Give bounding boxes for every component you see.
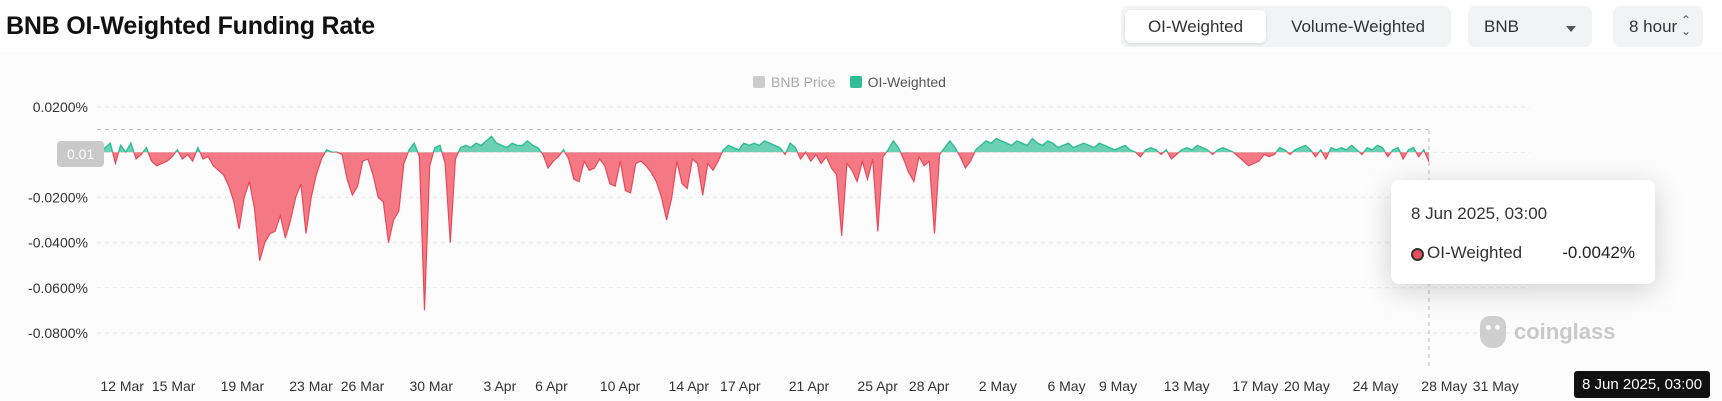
x-tick-label: 19 Mar xyxy=(221,378,265,394)
x-tick-label: 17 May xyxy=(1232,378,1278,394)
y-tick-label: -0.0600% xyxy=(28,280,88,296)
tooltip-date: 8 Jun 2025, 03:00 xyxy=(1411,204,1548,223)
oi-weighted-series xyxy=(99,135,1430,311)
crosshair-x-label: 8 Jun 2025, 03:00 xyxy=(1574,371,1711,398)
x-tick-label: 24 May xyxy=(1353,378,1399,394)
x-axis: 12 Mar 15 Mar 19 Mar 23 Mar 26 Mar 30 Mar 3 Ap… xyxy=(100,378,1518,394)
x-tick-label: 17 Apr xyxy=(720,378,761,394)
legend-swatch-bnb-price xyxy=(753,76,765,88)
x-tick-label: 9 May xyxy=(1099,378,1137,394)
legend-label-oi-weighted: OI-Weighted xyxy=(867,74,946,90)
legend-swatch-oi-weighted xyxy=(849,76,862,88)
coinglass-logo-icon xyxy=(1480,316,1506,348)
weighting-toggle: OI-Weighted Volume-Weighted xyxy=(1121,6,1451,47)
x-tick-label: 25 Apr xyxy=(857,378,898,394)
x-tick-label: 21 Apr xyxy=(789,378,830,394)
page-title: BNB OI-Weighted Funding Rate xyxy=(6,12,375,40)
x-tick-label: 31 May xyxy=(1473,378,1519,394)
y-tick-label: -0.0800% xyxy=(28,325,88,341)
chart-tooltip: 8 Jun 2025, 03:00 OI-Weighted -0.0042% xyxy=(1391,180,1655,284)
positive-line xyxy=(99,135,1426,153)
y-axis: 0.0200%0%-0.0200%-0.0400%-0.0600%-0.0800… xyxy=(28,99,88,341)
x-tick-label: 30 Mar xyxy=(409,378,453,394)
oi-weighted-tab[interactable]: OI-Weighted xyxy=(1125,10,1266,43)
x-tick-label: 10 Apr xyxy=(600,378,641,394)
x-tick-label: 3 Apr xyxy=(484,378,517,394)
x-tick-label: 23 Mar xyxy=(289,378,333,394)
coin-select[interactable]: BNB xyxy=(1468,6,1592,47)
x-tick-label: 6 May xyxy=(1047,378,1085,394)
up-down-chevron-icon: ⌃ ⌄ xyxy=(1680,13,1691,38)
series-dot-icon xyxy=(1411,248,1424,261)
x-tick-label: 28 Apr xyxy=(909,378,950,394)
x-tick-label: 15 Mar xyxy=(152,378,196,394)
x-tick-label: 2 May xyxy=(979,378,1017,394)
tooltip-series-name: OI-Weighted xyxy=(1427,243,1523,262)
tooltip-value: -0.0042% xyxy=(1562,243,1635,262)
positive-area xyxy=(100,136,1425,153)
coinglass-watermark: coinglass xyxy=(1480,316,1615,348)
watermark-text: coinglass xyxy=(1514,319,1616,344)
x-tick-label: 26 Mar xyxy=(341,378,385,394)
negative-area xyxy=(100,152,1429,311)
volume-weighted-tab[interactable]: Volume-Weighted xyxy=(1291,17,1425,36)
coin-select-value: BNB xyxy=(1484,17,1519,36)
interval-select[interactable]: 8 hour ⌃ ⌄ xyxy=(1613,6,1703,47)
legend-item-oi-weighted[interactable]: OI-Weighted xyxy=(849,74,946,90)
y-tick-label: -0.0200% xyxy=(28,189,88,205)
y-tick-label: -0.0400% xyxy=(28,235,88,251)
legend-item-bnb-price[interactable]: BNB Price xyxy=(753,74,836,90)
x-tick-label: 6 Apr xyxy=(535,378,568,394)
x-tick-label: 28 May xyxy=(1421,378,1467,394)
chart-grid xyxy=(97,106,1530,334)
negative-line xyxy=(99,152,1430,311)
chevron-down-icon xyxy=(1566,26,1576,32)
y-tick-label: 0.0200% xyxy=(33,99,88,115)
chart-legend: BNB Price OI-Weighted xyxy=(753,74,946,90)
interval-select-value: 8 hour xyxy=(1629,17,1678,36)
crosshair-y-label: 0.01 xyxy=(57,141,105,167)
x-tick-label: 14 Apr xyxy=(669,378,710,394)
x-tick-label: 13 May xyxy=(1164,378,1210,394)
legend-label-bnb-price: BNB Price xyxy=(771,74,836,90)
x-tick-label: 12 Mar xyxy=(100,378,144,394)
x-tick-label: 20 May xyxy=(1284,378,1330,394)
